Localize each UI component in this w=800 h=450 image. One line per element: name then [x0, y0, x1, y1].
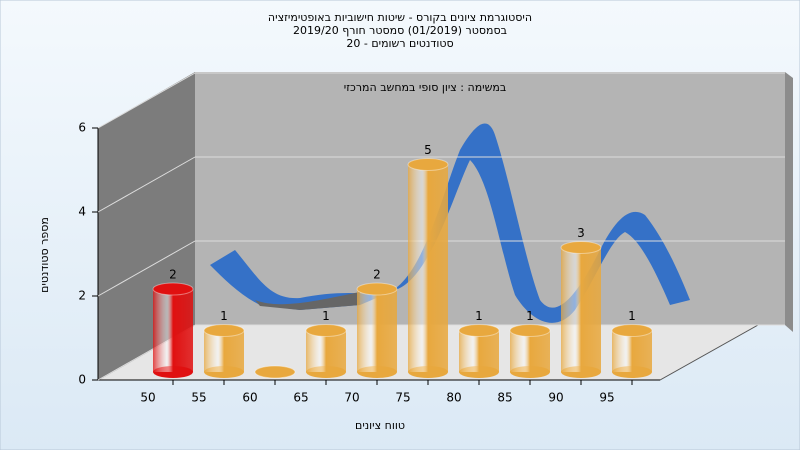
fit-curve-shadow [255, 292, 360, 310]
bar-group [152, 282, 194, 378]
x-tick-label: 80 [446, 391, 461, 405]
x-tick-label: 85 [497, 391, 512, 405]
x-axis-label: טווח ציונים [355, 419, 405, 432]
bar [612, 330, 652, 372]
bar [357, 289, 397, 372]
grid-line [97, 240, 196, 297]
bar-top [356, 282, 398, 296]
bar [561, 247, 601, 372]
bar-top [203, 324, 245, 337]
data-label: 2 [169, 268, 177, 282]
bar-top [152, 282, 194, 296]
y-tick-label: 4 [78, 205, 86, 219]
x-tick-label: 70 [344, 391, 359, 405]
bar-top [611, 324, 653, 337]
bar [204, 330, 244, 372]
bar-group [407, 158, 449, 378]
data-label: 3 [577, 226, 585, 240]
bar [408, 164, 448, 372]
bar [459, 330, 499, 372]
wall-edge [785, 72, 793, 332]
bar-group [356, 282, 398, 378]
bar-top [305, 324, 347, 337]
bar [510, 330, 550, 372]
bar-group [458, 324, 500, 378]
bar-top [560, 241, 602, 254]
data-label: 1 [322, 309, 330, 323]
data-label: 1 [526, 309, 534, 323]
x-tick-label: 60 [242, 391, 257, 405]
bar-top [509, 324, 551, 337]
data-label: 1 [628, 309, 636, 323]
bar-group [560, 241, 602, 378]
x-tick-label: 75 [395, 391, 410, 405]
grid-line [97, 72, 196, 129]
x-tick-label: 95 [599, 391, 614, 405]
data-label: 1 [475, 309, 483, 323]
y-tick-label: 6 [78, 121, 86, 135]
chart-title: סטודנטים רשומים - 20 [346, 37, 453, 50]
x-tick-label: 90 [548, 391, 563, 405]
y-axis-label: מספר סטודנטים [38, 217, 51, 293]
y-tick-label: 0 [78, 373, 86, 387]
bar-group [611, 324, 653, 378]
chart-title: היסטוגרמת ציונים בקורס - שיטות חישוביות … [268, 11, 532, 24]
x-tick-label: 65 [293, 391, 308, 405]
grid-line [97, 156, 196, 213]
chart-title: בסמסטר (01/2019) סמסטר חורף 2019/20 [293, 24, 507, 37]
bar-group [203, 324, 245, 378]
y-tick-label: 2 [78, 289, 86, 303]
bar-top [407, 158, 449, 171]
bar-group [305, 324, 347, 378]
bar [306, 330, 346, 372]
data-label: 2 [373, 268, 381, 282]
bar [153, 289, 193, 372]
data-label: 1 [220, 309, 228, 323]
chart-subtitle: במשימה : ציון סופי במחשב המרכזי [344, 81, 507, 94]
bar-group [254, 365, 296, 379]
x-tick-label: 55 [191, 391, 206, 405]
bar-top [254, 365, 296, 379]
data-label: 5 [424, 143, 432, 157]
bar-group [509, 324, 551, 378]
x-tick-label: 50 [140, 391, 155, 405]
bar-top [458, 324, 500, 337]
